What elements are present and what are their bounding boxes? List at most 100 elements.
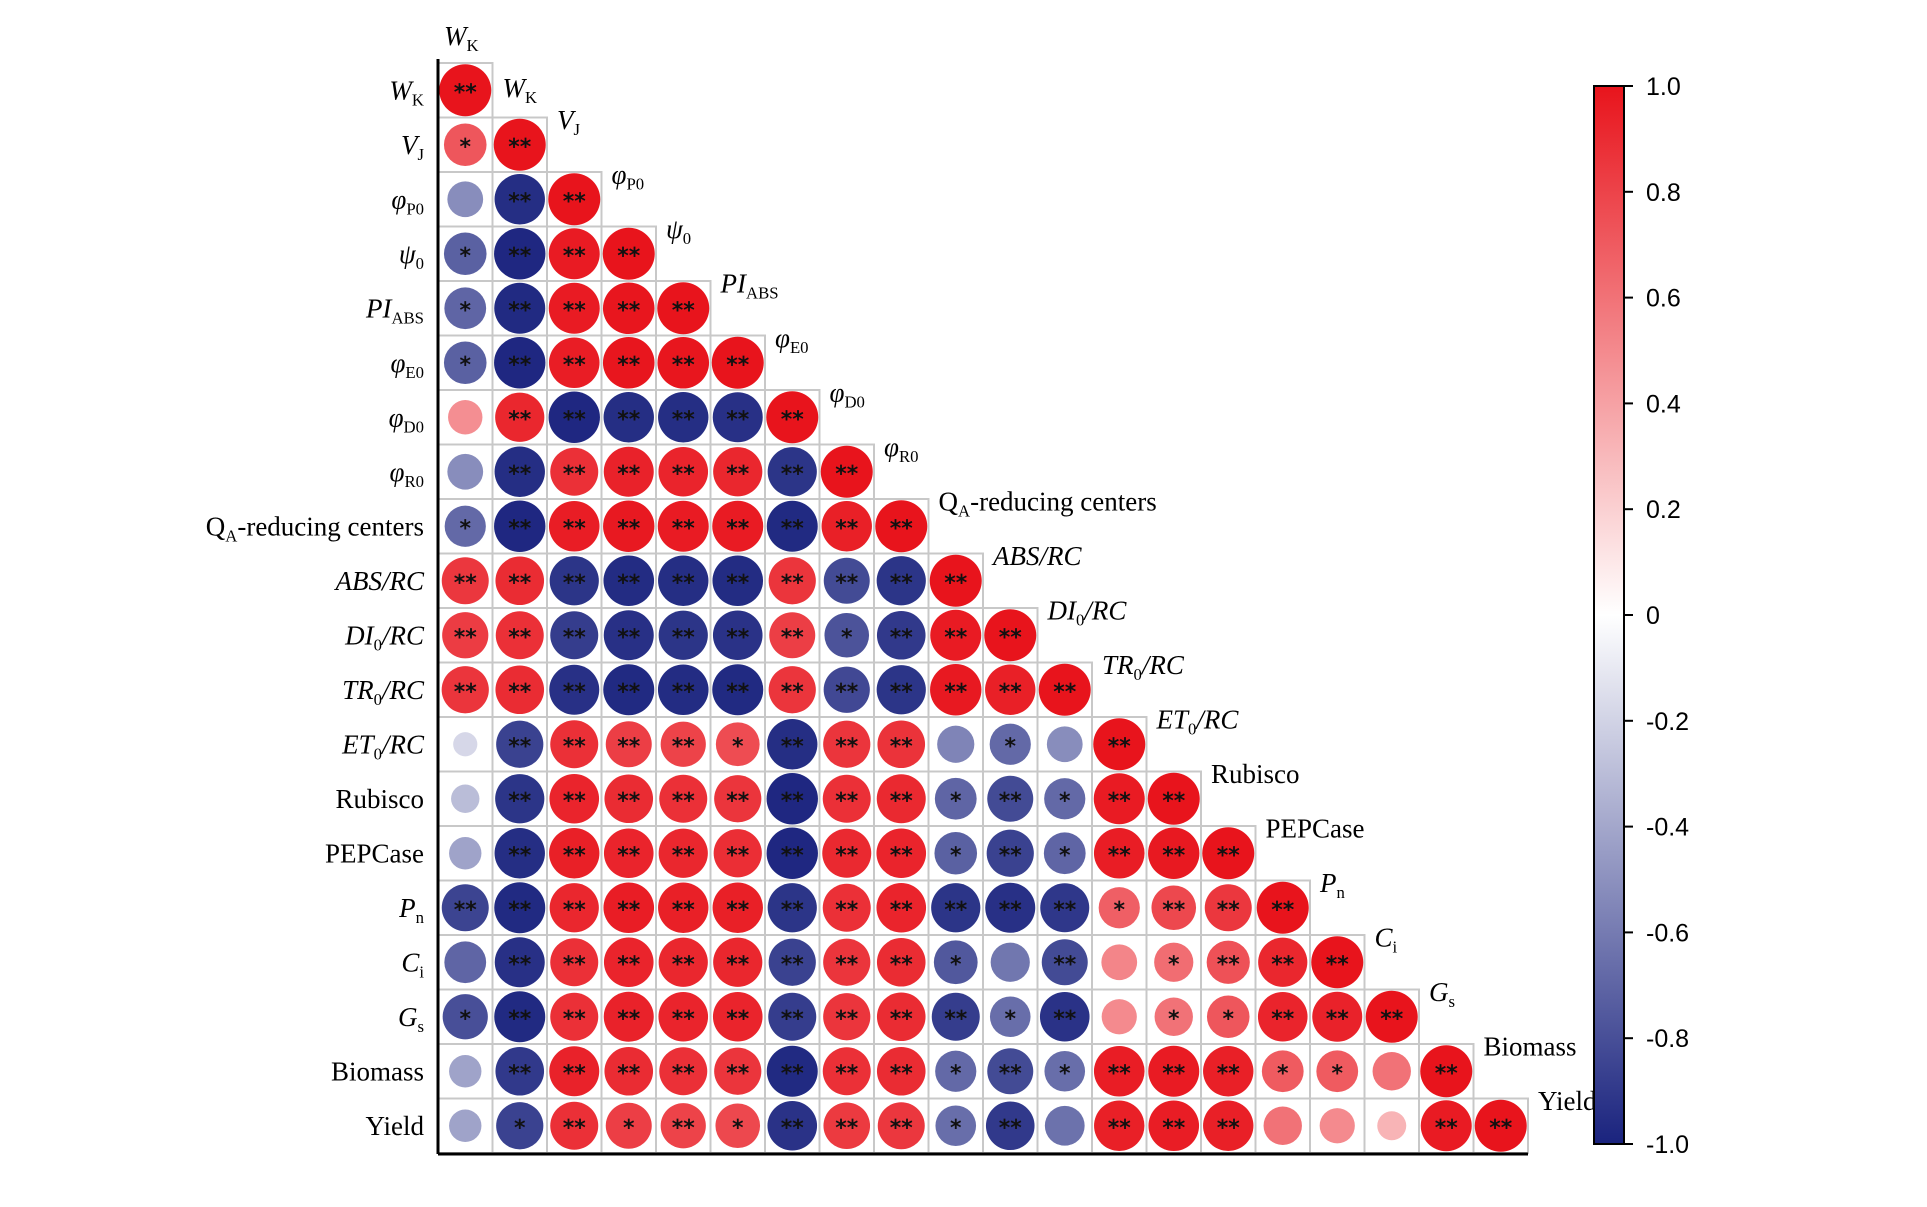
cell-Biomass-Gs	[1363, 1043, 1420, 1100]
significance-mark: **	[672, 680, 696, 705]
significance-mark: **	[1271, 952, 1295, 977]
cell-Gs-Rubisco: *	[1145, 988, 1202, 1045]
correlation-circle	[549, 773, 600, 824]
row-label-Yield: Yield	[366, 1111, 425, 1141]
diagonal-label-phiE0: φE0	[775, 323, 809, 357]
cell-DI0RC-phiP0: **	[546, 607, 603, 664]
significance-mark: **	[944, 571, 968, 596]
significance-mark: **	[781, 843, 805, 868]
correlation-circle	[548, 282, 600, 334]
correlation-circle	[1420, 1045, 1473, 1098]
diagonal-label-Pn: Pn	[1319, 868, 1346, 902]
cell-DI0RC-QA: **	[873, 607, 930, 664]
cell-TR0RC-phiR0: **	[818, 661, 875, 718]
correlation-circle	[495, 611, 544, 660]
significance-mark: *	[841, 625, 853, 650]
significance-mark: **	[890, 516, 914, 541]
correlation-circle	[494, 828, 545, 879]
row-label-phiP0: φP0	[391, 184, 424, 218]
correlation-circle	[877, 1102, 925, 1150]
correlation-circle	[604, 1046, 654, 1096]
significance-mark: **	[563, 1061, 587, 1086]
significance-mark: **	[726, 789, 750, 814]
correlation-circle	[713, 829, 762, 878]
correlation-circle	[443, 341, 487, 385]
cell-Gs-QA: **	[873, 988, 930, 1045]
cell-Yield-psi0: *	[600, 1097, 657, 1154]
row-label-Pn: Pn	[398, 893, 425, 927]
correlation-circle	[714, 1047, 762, 1095]
cell-Pn-TR0RC: **	[1036, 879, 1093, 936]
row-label-Ci: Ci	[401, 947, 424, 981]
significance-mark: **	[563, 625, 587, 650]
significance-mark: **	[726, 353, 750, 378]
correlation-circle	[660, 721, 706, 767]
cell-ET0RC-ABSRC	[927, 716, 984, 773]
correlation-circle	[495, 665, 545, 715]
significance-mark: *	[950, 952, 962, 977]
correlation-circle	[768, 666, 816, 714]
significance-mark: **	[726, 898, 750, 923]
correlation-circle	[494, 882, 546, 934]
significance-mark: **	[1053, 680, 1077, 705]
cell-Ci-Ci: **	[1309, 934, 1366, 991]
cell-PIabs-WK: *	[437, 280, 494, 337]
cell-TR0RC-TR0RC: **	[1036, 661, 1093, 718]
cell-VJ-VJ: **	[491, 116, 548, 173]
correlation-circle	[1044, 778, 1086, 820]
correlation-circle	[1041, 939, 1088, 986]
cell-ABSRC-phiP0: **	[546, 552, 603, 609]
cell-TR0RC-psi0: **	[600, 661, 657, 718]
correlation-circle	[1093, 718, 1146, 771]
cell-Rubisco-PIabs: **	[655, 770, 712, 827]
correlation-circle	[494, 228, 546, 280]
significance-mark: *	[1004, 1007, 1016, 1032]
significance-mark: **	[890, 625, 914, 650]
cell-Ci-Pn: **	[1254, 934, 1311, 991]
correlation-circle	[712, 664, 764, 716]
correlation-circle	[658, 882, 709, 933]
cell-Yield-TR0RC	[1036, 1097, 1093, 1154]
cell-Yield-PIabs: **	[655, 1097, 712, 1154]
correlation-circle	[449, 1055, 482, 1088]
cell-Gs-Ci: **	[1309, 988, 1366, 1045]
cell-Pn-psi0: **	[600, 879, 657, 936]
significance-mark: **	[563, 734, 587, 759]
significance-mark: **	[563, 298, 587, 323]
significance-mark: **	[508, 571, 532, 596]
correlation-circle	[660, 1103, 706, 1149]
correlation-circle	[549, 883, 599, 933]
correlation-circle	[439, 64, 492, 117]
correlation-circle	[1098, 887, 1140, 929]
cell-psi0-WK: *	[437, 225, 494, 282]
row-label-phiD0: φD0	[389, 402, 424, 436]
cell-PEPCase-VJ: **	[491, 825, 548, 882]
correlation-circle	[937, 725, 975, 763]
correlation-circle	[494, 500, 546, 552]
significance-mark: **	[835, 1116, 859, 1141]
cell-Gs-Gs: **	[1363, 988, 1420, 1045]
correlation-circle	[822, 883, 871, 932]
correlation-circle	[711, 336, 764, 389]
correlation-circle	[550, 992, 599, 1041]
correlation-circle	[984, 609, 1037, 662]
correlation-circle	[767, 719, 818, 770]
diagonal-label-phiD0: φD0	[830, 377, 865, 411]
cell-Gs-Pn: **	[1254, 988, 1311, 1045]
significance-mark: **	[835, 516, 859, 541]
significance-mark: **	[617, 571, 641, 596]
diagonal-label-DI0RC: DI0/RC	[1047, 595, 1128, 629]
cell-phiP0-phiP0: **	[546, 171, 603, 228]
correlation-circle	[494, 174, 545, 225]
cell-Biomass-psi0: **	[600, 1043, 657, 1100]
correlation-circle	[822, 828, 872, 878]
cell-Yield-Gs	[1363, 1097, 1420, 1154]
cell-ABSRC-ABSRC: **	[927, 552, 984, 609]
correlation-circle	[447, 453, 484, 490]
cell-Biomass-Biomass: **	[1418, 1043, 1475, 1100]
significance-mark: **	[508, 898, 532, 923]
diagonal-label-psi0: ψ0	[666, 214, 691, 248]
cell-TR0RC-QA: **	[873, 661, 930, 718]
diagonal-label-VJ: VJ	[557, 105, 581, 139]
significance-mark: **	[781, 898, 805, 923]
